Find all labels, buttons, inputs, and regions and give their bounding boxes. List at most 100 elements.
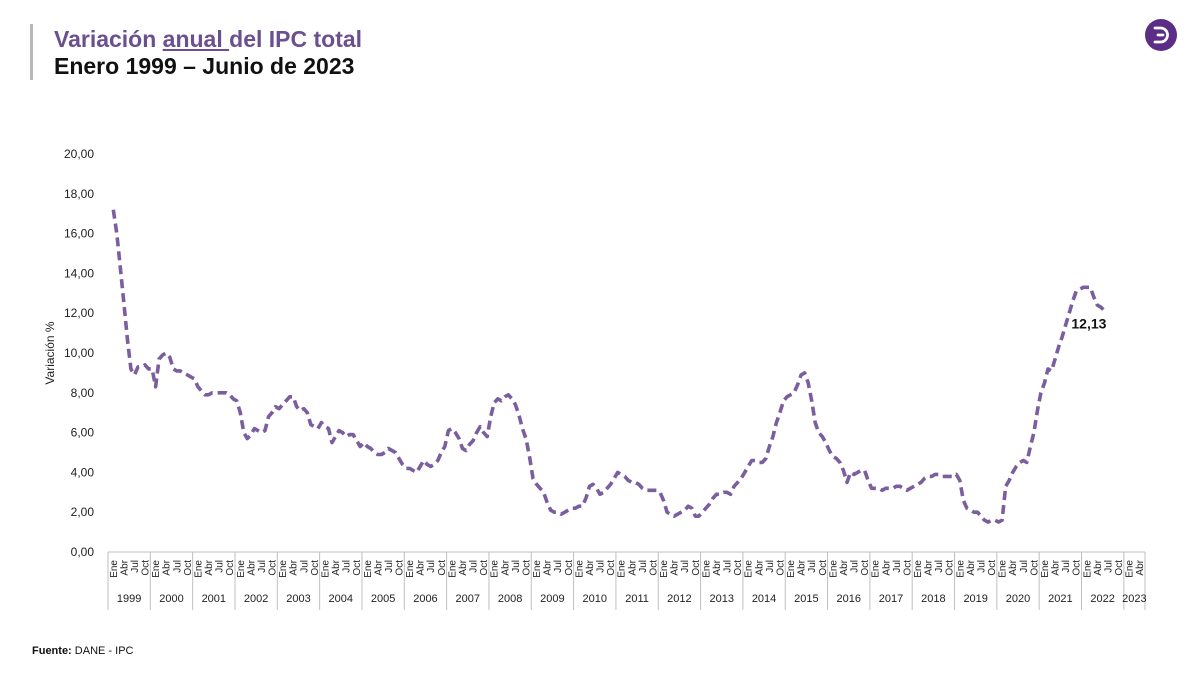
month-tick-label: Ene: [405, 560, 416, 578]
year-label: 2013: [709, 593, 733, 605]
year-label: 2011: [625, 593, 649, 605]
source-label: Fuente:: [32, 645, 72, 657]
month-tick-label: Abr: [162, 559, 173, 575]
month-tick-label: Oct: [479, 560, 490, 576]
month-tick-label: Ene: [617, 560, 628, 578]
month-tick-label: Ene: [320, 560, 331, 578]
month-tick-label: Ene: [1125, 560, 1136, 578]
year-label: 2001: [202, 593, 226, 605]
month-tick-label: Oct: [691, 560, 702, 576]
month-tick-label: Ene: [786, 560, 797, 578]
month-tick-label: Ene: [659, 560, 670, 578]
month-tick-label: Abr: [1008, 559, 1019, 575]
year-label: 2010: [583, 593, 607, 605]
y-tick-label: 20,00: [64, 147, 94, 161]
year-label: 2003: [286, 593, 310, 605]
month-tick-label: Ene: [490, 560, 501, 578]
month-tick-label: Oct: [352, 560, 363, 576]
month-tick-label: Abr: [416, 559, 427, 575]
month-tick-label: Jul: [638, 560, 649, 573]
month-tick-label: Ene: [701, 560, 712, 578]
year-label: 2005: [371, 593, 395, 605]
month-tick-label: Oct: [733, 560, 744, 576]
year-label: 2016: [836, 593, 860, 605]
month-tick-label: Jul: [130, 560, 141, 573]
year-label: 2014: [752, 593, 776, 605]
month-tick-label: Abr: [839, 559, 850, 575]
month-tick-label: Oct: [183, 560, 194, 576]
y-tick-label: 16,00: [64, 227, 94, 241]
month-tick-label: Ene: [278, 560, 289, 578]
month-tick-label: Jul: [426, 560, 437, 573]
month-tick-label: Abr: [458, 559, 469, 575]
month-tick-label: Abr: [585, 559, 596, 575]
y-axis-label: Variación %: [43, 321, 57, 384]
title-part-1: Variación: [54, 26, 163, 52]
month-tick-label: Oct: [860, 560, 871, 576]
year-label: 2009: [540, 593, 564, 605]
month-tick-label: Oct: [945, 560, 956, 576]
month-tick-label: Abr: [331, 559, 342, 575]
month-tick-label: Oct: [1072, 560, 1083, 576]
month-tick-label: Ene: [913, 560, 924, 578]
y-tick-label: 6,00: [71, 426, 95, 440]
month-tick-label: Oct: [310, 560, 321, 576]
year-label: 2022: [1090, 593, 1114, 605]
month-tick-label: Jul: [342, 560, 353, 573]
month-tick-label: Abr: [1093, 559, 1104, 575]
month-tick-label: Abr: [204, 559, 215, 575]
y-tick-label: 10,00: [64, 346, 94, 360]
month-tick-label: Jul: [892, 560, 903, 573]
month-tick-label: Jul: [1103, 560, 1114, 573]
year-label: 2019: [963, 593, 987, 605]
month-tick-label: Oct: [648, 560, 659, 576]
month-tick-label: Oct: [606, 560, 617, 576]
month-tick-label: Jul: [1019, 560, 1030, 573]
month-tick-label: Ene: [1040, 560, 1051, 578]
month-tick-label: Jul: [807, 560, 818, 573]
month-tick-label: Ene: [1082, 560, 1093, 578]
month-tick-label: Ene: [744, 560, 755, 578]
month-tick-label: Abr: [797, 559, 808, 575]
month-tick-label: Ene: [998, 560, 1009, 578]
ipc-series-line: [111, 209, 1106, 524]
month-tick-label: Abr: [246, 559, 257, 575]
month-tick-label: Ene: [955, 560, 966, 578]
y-tick-label: 0,00: [71, 545, 95, 559]
chart-subtitle: Enero 1999 – Junio de 2023: [54, 53, 355, 79]
d-logo-icon: [1145, 19, 1177, 51]
month-tick-label: Abr: [289, 559, 300, 575]
year-label: 2002: [244, 593, 268, 605]
title-part-2: del IPC total: [229, 26, 363, 52]
year-label: 2000: [159, 593, 183, 605]
source-note: Fuente: DANE - IPC: [32, 645, 133, 657]
month-tick-label: Abr: [543, 559, 554, 575]
month-tick-label: Ene: [193, 560, 204, 578]
month-tick-label: Jul: [723, 560, 734, 573]
month-tick-label: Abr: [1135, 559, 1146, 575]
month-tick-label: Oct: [564, 560, 575, 576]
month-tick-label: Jul: [469, 560, 480, 573]
y-tick-label: 14,00: [64, 266, 94, 280]
month-tick-label: Abr: [924, 559, 935, 575]
month-tick-label: Ene: [363, 560, 374, 578]
y-tick-label: 18,00: [64, 187, 94, 201]
year-label: 2015: [794, 593, 818, 605]
month-tick-label: Oct: [437, 560, 448, 576]
y-tick-label: 12,00: [64, 306, 94, 320]
month-tick-label: Oct: [902, 560, 913, 576]
year-label: 2020: [1006, 593, 1030, 605]
month-tick-label: Ene: [109, 560, 120, 578]
month-tick-label: Ene: [871, 560, 882, 578]
month-tick-label: Oct: [521, 560, 532, 576]
month-tick-label: Oct: [141, 560, 152, 576]
year-label: 2007: [456, 593, 480, 605]
title-part-underlined: anual: [162, 26, 230, 52]
month-tick-label: Oct: [775, 560, 786, 576]
end-value-label: 12,13: [1071, 316, 1106, 332]
month-tick-label: Jul: [299, 560, 310, 573]
month-tick-label: Oct: [394, 560, 405, 576]
y-tick-label: 4,00: [71, 465, 95, 479]
year-label: 2006: [413, 593, 437, 605]
